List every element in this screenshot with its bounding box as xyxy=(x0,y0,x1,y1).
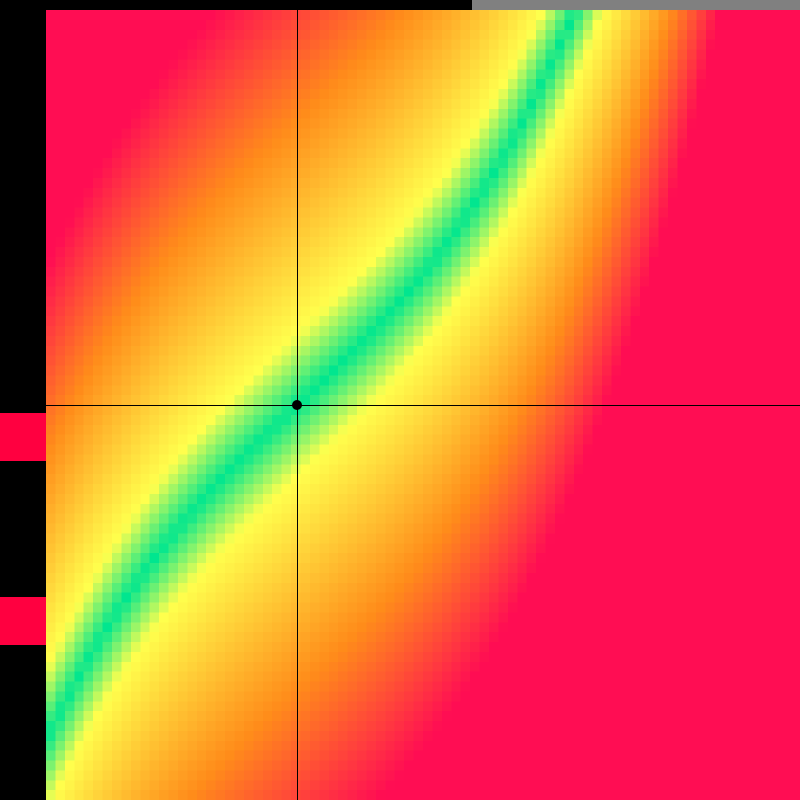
left-bar-seg-3 xyxy=(0,597,46,645)
left-bar-seg-2 xyxy=(0,461,46,597)
left-bar-seg-0 xyxy=(0,10,46,413)
top-bar-grey xyxy=(472,0,800,10)
top-bar-black xyxy=(0,0,472,10)
left-bar-seg-4 xyxy=(0,645,46,800)
left-bar-seg-1 xyxy=(0,413,46,461)
x-axis xyxy=(46,405,800,406)
chart-stage xyxy=(0,0,800,800)
